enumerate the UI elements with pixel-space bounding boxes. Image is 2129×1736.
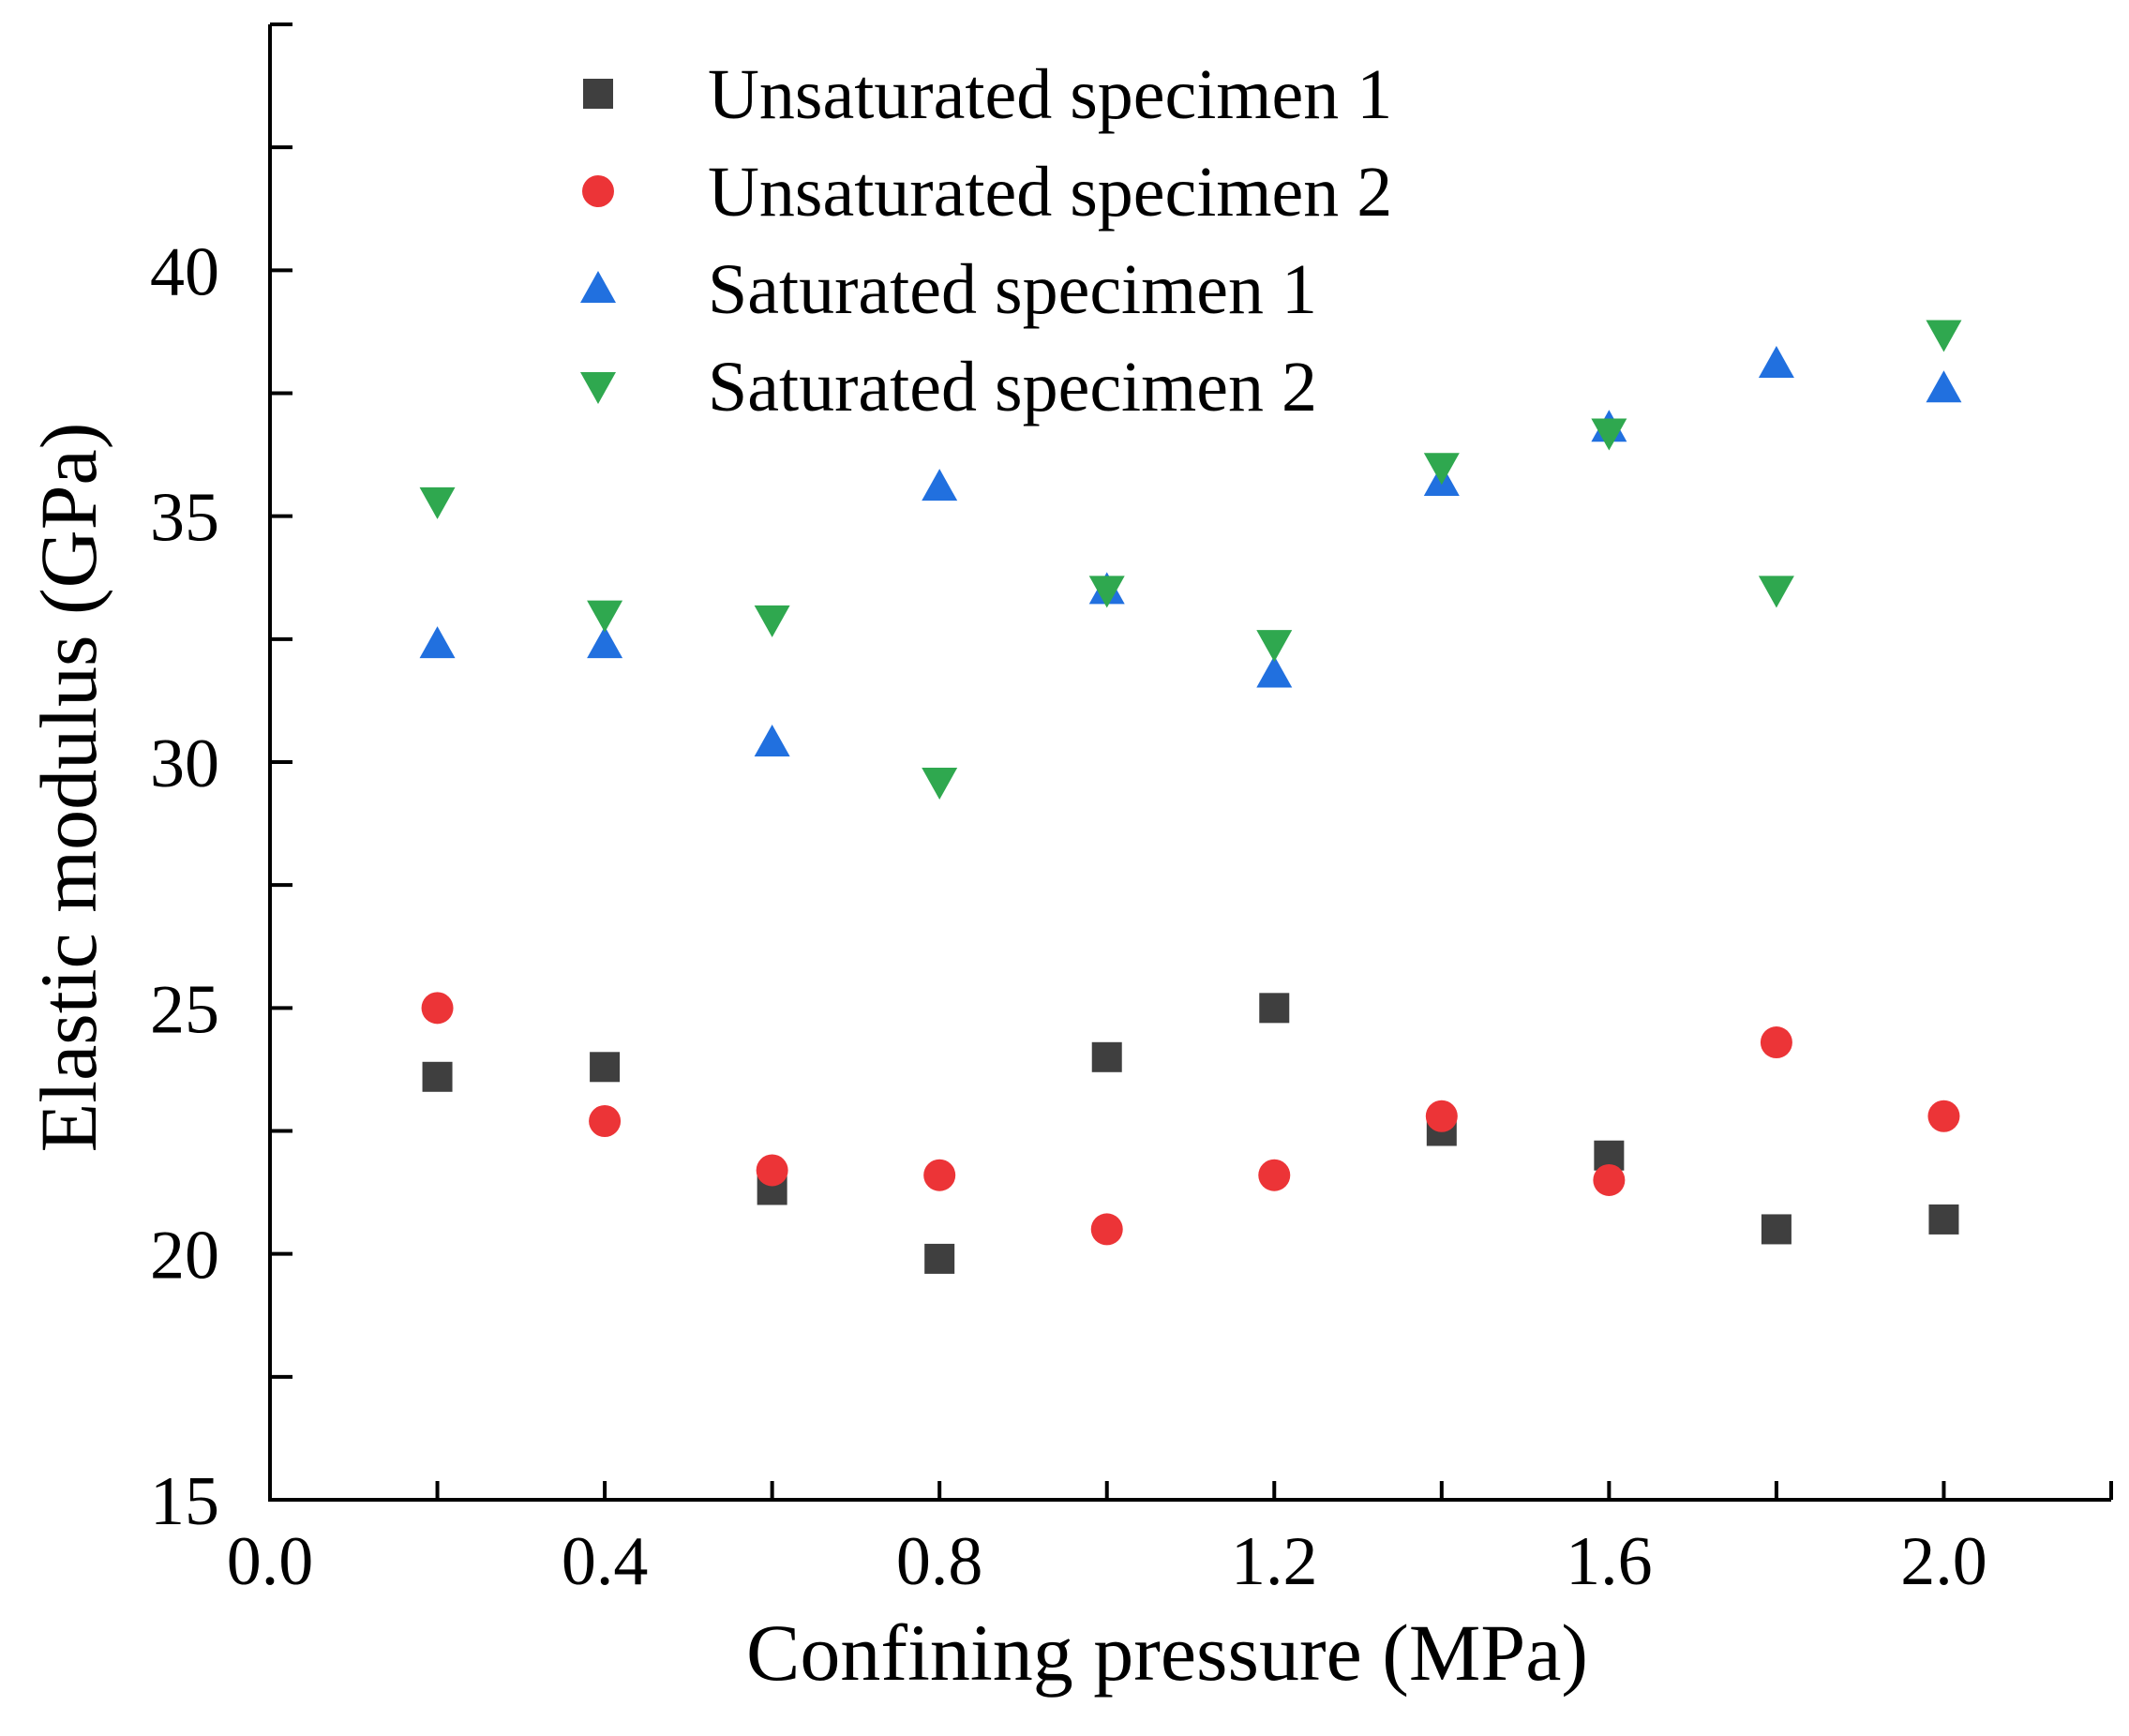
data-point	[1593, 1163, 1626, 1196]
data-point	[1259, 993, 1290, 1024]
data-point	[924, 1243, 955, 1274]
data-point	[421, 992, 454, 1025]
data-point	[587, 626, 623, 659]
x-tick-label: 1.2	[1231, 1523, 1318, 1600]
series-1	[422, 993, 1959, 1274]
x-tick-label: 0.8	[896, 1523, 983, 1600]
data-point	[587, 600, 623, 633]
data-points	[419, 320, 1962, 1274]
data-point	[922, 469, 958, 501]
ticks: 15 20 25 30 35 40 0.0 0.4 0.8 1.2 1.6 2.0	[150, 22, 2113, 1600]
x-tick-label: 0.4	[562, 1523, 649, 1600]
data-point	[419, 486, 456, 519]
data-point	[754, 605, 790, 637]
data-point	[1928, 1204, 1959, 1235]
data-point	[1927, 1100, 1960, 1132]
data-point	[1256, 655, 1293, 688]
legend-marker	[580, 372, 616, 404]
legend-label: Saturated specimen 1	[708, 250, 1317, 329]
data-point	[1091, 1041, 1122, 1072]
data-point	[1926, 370, 1962, 403]
y-tick-label: 40	[150, 233, 219, 310]
y-axis-title: Elastic modulus (GPa)	[23, 423, 113, 1153]
legend: Unsaturated specimen 1 Unsaturated specim…	[580, 55, 1392, 427]
legend-marker	[582, 175, 614, 207]
x-tick-label: 2.0	[1900, 1523, 1987, 1600]
legend-label: Unsaturated specimen 2	[708, 153, 1392, 232]
data-point	[1758, 576, 1794, 608]
series-4	[419, 320, 1962, 800]
data-point	[1090, 1213, 1123, 1246]
legend-label: Saturated specimen 2	[708, 348, 1317, 427]
x-tick-label: 0.0	[227, 1523, 314, 1600]
axes	[268, 22, 2111, 1502]
y-tick-label: 25	[150, 971, 219, 1048]
legend-marker	[583, 79, 613, 109]
data-point	[419, 626, 456, 659]
y-tick-label: 15	[150, 1463, 219, 1540]
data-point	[1591, 418, 1627, 451]
data-point	[754, 725, 790, 757]
data-point	[1761, 1214, 1792, 1245]
y-tick-label: 30	[150, 726, 219, 802]
x-tick-label: 1.6	[1566, 1523, 1653, 1600]
data-point	[1256, 630, 1293, 663]
x-axis-title: Confining pressure (MPa)	[746, 1608, 1588, 1698]
data-point	[1258, 1159, 1291, 1191]
y-tick-label: 20	[150, 1218, 219, 1295]
data-point	[1425, 1100, 1458, 1132]
data-point	[422, 1061, 453, 1092]
data-point	[589, 1105, 622, 1138]
data-point	[1758, 346, 1794, 379]
legend-marker	[580, 271, 616, 303]
data-point	[1423, 453, 1460, 486]
data-point	[1088, 576, 1125, 608]
data-point	[923, 1159, 956, 1191]
series-2	[421, 992, 1960, 1246]
data-point	[1926, 320, 1962, 352]
y-tick-label: 35	[150, 480, 219, 557]
legend-label: Unsaturated specimen 1	[708, 55, 1392, 134]
data-point	[756, 1154, 788, 1187]
data-point	[590, 1052, 621, 1083]
data-point	[922, 767, 958, 800]
data-point	[1760, 1026, 1792, 1059]
